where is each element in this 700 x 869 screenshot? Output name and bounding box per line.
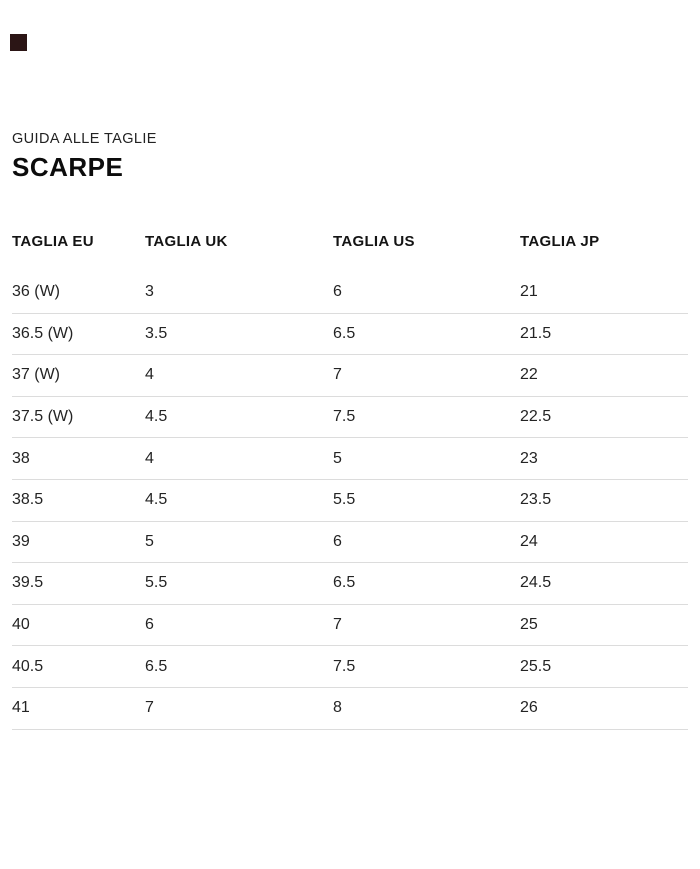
table-cell: 38.5 <box>12 491 44 509</box>
table-cell: 23 <box>520 449 538 467</box>
table-cell: 4.5 <box>145 408 168 426</box>
table-row: 39 5 6 24 <box>12 522 688 564</box>
table-cell: 7 <box>333 616 342 634</box>
table-cell: 37 (W) <box>12 366 60 384</box>
table-cell: 5 <box>145 532 154 550</box>
table-header-row: TAGLIA EU TAGLIA UK TAGLIA US TAGLIA JP <box>12 225 688 257</box>
table-cell: 40.5 <box>12 657 44 675</box>
table-cell: 3 <box>145 283 154 301</box>
table-cell: 36 (W) <box>12 283 60 301</box>
table-cell: 25 <box>520 616 538 634</box>
corner-swatch-mark <box>10 34 27 51</box>
table-body: 36 (W) 3 6 21 36.5 (W) 3.5 6.5 21.5 37 (W) 4 7 22 37… <box>12 272 688 730</box>
table-cell: 21 <box>520 283 538 301</box>
table-cell: 3.5 <box>145 324 168 342</box>
table-cell: 8 <box>333 699 342 717</box>
table-cell: 6 <box>145 616 154 634</box>
table-row: 41 7 8 26 <box>12 688 688 730</box>
page-title: SCARPE <box>12 152 124 182</box>
table-cell: 4 <box>145 366 154 384</box>
table-cell: 6 <box>333 532 342 550</box>
table-cell: 39.5 <box>12 574 44 592</box>
table-cell: 24.5 <box>520 574 552 592</box>
table-cell: 36.5 (W) <box>12 324 74 342</box>
table-cell: 4.5 <box>145 491 168 509</box>
size-guide-eyebrow: GUIDA ALLE TAGLIE <box>12 131 157 147</box>
column-header-eu: TAGLIA EU <box>12 232 94 250</box>
table-cell: 5.5 <box>145 574 168 592</box>
table-cell: 22 <box>520 366 538 384</box>
table-cell: 7 <box>145 699 154 717</box>
table-row: 37 (W) 4 7 22 <box>12 355 688 397</box>
table-row: 36 (W) 3 6 21 <box>12 272 688 314</box>
size-guide-page: GUIDA ALLE TAGLIE SCARPE TAGLIA EU TAGLI… <box>10 34 688 730</box>
table-cell: 6.5 <box>145 657 168 675</box>
table-cell: 7.5 <box>333 657 356 675</box>
table-cell: 7 <box>333 366 342 384</box>
table-cell: 6.5 <box>333 574 356 592</box>
table-row: 40.5 6.5 7.5 25.5 <box>12 646 688 688</box>
table-cell: 38 <box>12 449 30 467</box>
table-cell: 39 <box>12 532 30 550</box>
table-cell: 23.5 <box>520 491 552 509</box>
table-row: 39.5 5.5 6.5 24.5 <box>12 563 688 605</box>
table-cell: 6 <box>333 283 342 301</box>
table-row: 38.5 4.5 5.5 23.5 <box>12 480 688 522</box>
table-cell: 6.5 <box>333 324 356 342</box>
table-cell: 5.5 <box>333 491 356 509</box>
table-row: 38 4 5 23 <box>12 438 688 480</box>
table-cell: 5 <box>333 449 342 467</box>
table-cell: 21.5 <box>520 324 552 342</box>
table-cell: 25.5 <box>520 657 552 675</box>
table-cell: 7.5 <box>333 408 356 426</box>
table-cell: 24 <box>520 532 538 550</box>
table-cell: 41 <box>12 699 30 717</box>
table-cell: 4 <box>145 449 154 467</box>
table-cell: 22.5 <box>520 408 552 426</box>
column-header-jp: TAGLIA JP <box>520 232 600 250</box>
table-cell: 26 <box>520 699 538 717</box>
column-header-uk: TAGLIA UK <box>145 232 228 250</box>
table-row: 36.5 (W) 3.5 6.5 21.5 <box>12 314 688 356</box>
table-row: 37.5 (W) 4.5 7.5 22.5 <box>12 397 688 439</box>
column-header-us: TAGLIA US <box>333 232 415 250</box>
size-table: TAGLIA EU TAGLIA UK TAGLIA US TAGLIA JP … <box>12 225 688 730</box>
table-row: 40 6 7 25 <box>12 605 688 647</box>
table-cell: 40 <box>12 616 30 634</box>
table-cell: 37.5 (W) <box>12 408 74 426</box>
